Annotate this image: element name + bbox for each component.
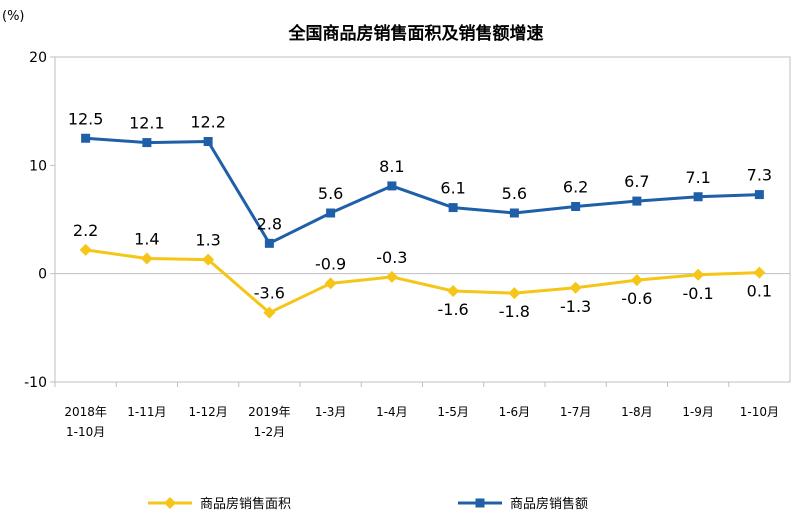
data-label: -3.6 [254, 284, 285, 303]
data-label: 5.6 [502, 184, 527, 203]
plot-frame [54, 56, 791, 383]
x-tick-label: 1-2月 [254, 425, 286, 439]
data-point [387, 181, 397, 191]
legend-marker [164, 497, 176, 509]
data-label: 8.1 [379, 157, 404, 176]
y-tick-label: 10 [29, 158, 47, 174]
data-point [202, 253, 215, 266]
data-label: 12.5 [68, 109, 104, 128]
data-point [630, 274, 643, 287]
legend-label: 商品房销售面积 [200, 496, 291, 512]
y-tick-label: 20 [29, 50, 47, 66]
y-tick-label: -10 [24, 375, 47, 391]
data-point [692, 268, 705, 281]
data-point [753, 266, 766, 279]
data-label: -1.6 [438, 300, 469, 319]
x-tick-label: 1-11月 [127, 405, 166, 419]
data-label: 12.1 [129, 114, 165, 133]
x-tick-label: 1-8月 [621, 405, 653, 419]
data-point [324, 277, 337, 290]
series-line [85, 136, 760, 245]
data-point [264, 238, 274, 248]
y-unit-label: (%) [2, 9, 25, 24]
series-layer [79, 133, 766, 319]
data-point [142, 138, 152, 148]
chart-title: 全国商品房销售面积及销售额增速 [288, 23, 544, 44]
data-point [81, 133, 91, 143]
data-point [326, 208, 336, 218]
x-tick-label: 1-9月 [682, 405, 714, 419]
legend-marker [475, 498, 485, 508]
data-label: 6.1 [440, 179, 465, 198]
data-label: 1.3 [195, 231, 220, 250]
y-tick-label: 0 [38, 267, 47, 283]
data-label: 2.2 [73, 221, 98, 240]
data-point [569, 281, 582, 294]
data-point [693, 192, 703, 202]
data-point [509, 208, 519, 218]
x-tick-label: 1-4月 [376, 405, 408, 419]
data-point [140, 252, 153, 265]
data-point [508, 287, 521, 300]
x-tick-label: 2019年 [248, 405, 291, 419]
data-labels: 2.2 1.4 1.3 -3.6 -0.9 -0.3 -1.6 -1.8 -1.3 -0.6 -0.… [68, 109, 772, 321]
x-tick-label: 1-6月 [499, 405, 531, 419]
data-label: 6.7 [624, 172, 649, 191]
data-label: 6.2 [563, 178, 588, 197]
data-label: 0.1 [747, 282, 772, 301]
data-point [79, 243, 92, 256]
data-label: -1.3 [560, 297, 591, 316]
data-label: 2.8 [257, 214, 282, 233]
data-point [632, 196, 642, 206]
x-tick-label: 1-5月 [437, 405, 469, 419]
series-line [85, 248, 760, 315]
x-tick-label: 1-10月 [66, 425, 105, 439]
legend-label: 商品房销售额 [510, 496, 588, 512]
x-tick-label: 1-12月 [189, 405, 228, 419]
data-label: 7.3 [747, 166, 772, 185]
x-tick-label: 2018年 [64, 405, 107, 419]
data-label: 5.6 [318, 184, 343, 203]
data-label: -0.9 [315, 254, 346, 273]
legend: 商品房销售面积 商品房销售额 [148, 496, 588, 512]
data-label: 12.2 [190, 113, 226, 132]
data-point [385, 270, 398, 283]
data-point [571, 202, 581, 211]
data-point [448, 203, 458, 213]
axes: -10 0 10 20 2018年 1-10月 1-11月 1-12月 2019年 1-2月 1-3… [24, 50, 791, 439]
data-label: -1.8 [499, 302, 530, 321]
data-label: 7.1 [685, 168, 710, 187]
data-label: 1.4 [134, 230, 159, 249]
data-point [447, 285, 460, 297]
x-tick-label: 1-10月 [740, 405, 779, 419]
data-label: -0.3 [376, 248, 407, 267]
data-point [203, 137, 213, 146]
x-tick-label: 1-3月 [315, 405, 347, 419]
data-point [263, 306, 276, 319]
data-label: -0.6 [621, 289, 652, 308]
data-point [754, 190, 764, 200]
x-tick-label: 1-7月 [560, 405, 592, 419]
data-label: -0.1 [683, 284, 714, 303]
